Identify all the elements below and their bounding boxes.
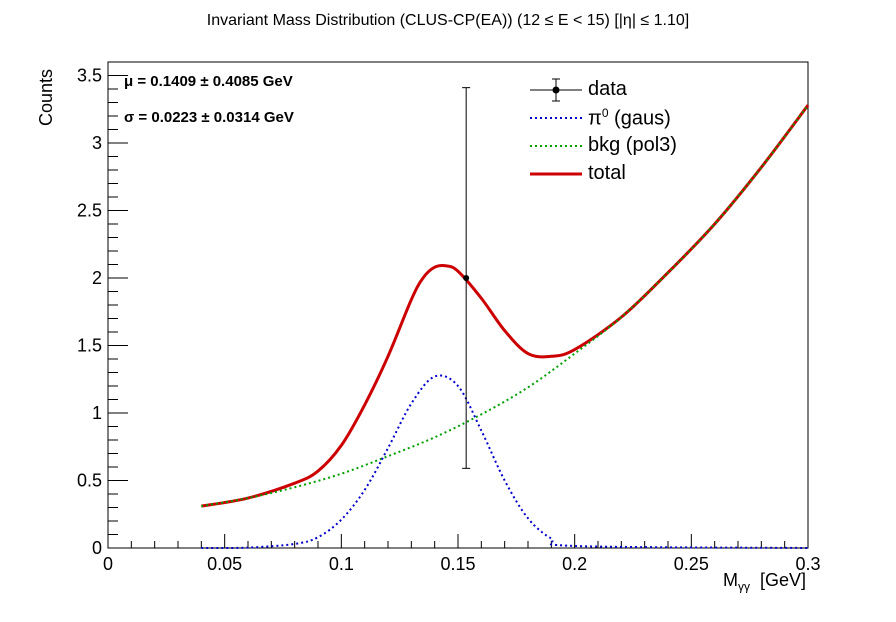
x-tick-label: 0 [103, 554, 113, 574]
x-axis-label-sub: γγ [737, 579, 750, 594]
legend-entry-data: data [528, 76, 728, 104]
legend-symbol-total [530, 172, 582, 176]
legend-label-data: data [588, 78, 627, 100]
x-tick-label: 0.05 [207, 554, 242, 574]
legend-pi0-sup: 0 [601, 106, 609, 120]
legend-symbol-bkg [530, 145, 582, 147]
x-tick-label: 0.2 [562, 554, 587, 574]
background-curve [201, 104, 809, 508]
legend-symbol-data [530, 78, 582, 102]
total-curve [201, 104, 810, 508]
legend-entry-pi0: π0 (gaus) [528, 104, 728, 132]
y-tick-label: 1.5 [77, 336, 102, 356]
legend-label-pi0: π0 (gaus) [588, 106, 671, 131]
signal-curve [201, 374, 809, 550]
y-tick-label: 2.5 [77, 201, 102, 221]
fit-sigma-text: σ = 0.0223 ± 0.0314 GeV [124, 109, 294, 126]
legend-label-total: total [588, 162, 626, 184]
chart-title: Invariant Mass Distribution (CLUS-CP(EA)… [206, 12, 690, 29]
fit-mu-text: μ = 0.1409 ± 0.4085 GeV [124, 73, 293, 90]
legend-pi0-suffix: (gaus) [608, 107, 671, 130]
legend-label-bkg: bkg (pol3) [588, 134, 677, 156]
legend: data π0 (gaus) bkg (pol3) total [528, 76, 728, 188]
y-axis-label: Counts [36, 68, 56, 126]
x-tick-label: 0.15 [440, 554, 475, 574]
y-tick-label: 1 [92, 403, 102, 423]
x-axis-label-unit: [GeV] [759, 570, 806, 590]
legend-entry-bkg: bkg (pol3) [528, 132, 728, 160]
legend-entry-total: total [528, 160, 728, 188]
legend-symbol-pi0 [530, 117, 582, 119]
x-tick-label: 0.1 [329, 554, 354, 574]
y-tick-label: 3 [92, 133, 102, 153]
x-axis-label: Mγγ [GeV] [723, 570, 806, 594]
y-tick-label: 0 [92, 538, 102, 558]
y-tick-label: 0.5 [77, 471, 102, 491]
legend-pi0-prefix: π [588, 107, 602, 130]
x-axis-label-main: M [722, 570, 738, 590]
x-tick-label: 0.3 [795, 554, 820, 574]
data-point [463, 275, 470, 281]
y-tick-label: 2 [92, 268, 102, 288]
y-tick-label: 3.5 [77, 66, 102, 86]
x-tick-label: 0.25 [674, 554, 709, 574]
